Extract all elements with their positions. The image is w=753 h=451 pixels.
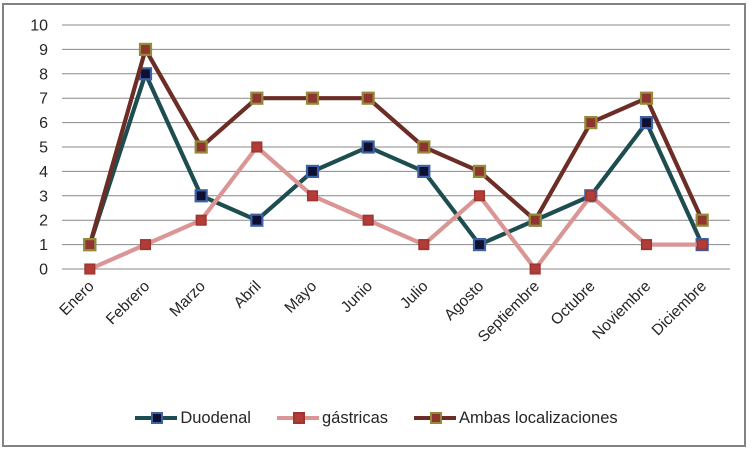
data-point-marker xyxy=(250,213,264,227)
data-point-marker xyxy=(84,263,96,275)
legend-swatch-ambas-icon xyxy=(414,411,456,425)
y-tick-label: 4 xyxy=(39,164,48,181)
data-point-marker xyxy=(251,141,263,153)
data-point-marker xyxy=(529,263,541,275)
data-point-marker xyxy=(417,140,431,154)
x-tick-label: Julio xyxy=(397,278,432,313)
legend-label-gastricas: gástricas xyxy=(321,408,388,427)
x-tick-label: Mayo xyxy=(282,278,321,317)
legend-swatch-gastricas-icon xyxy=(276,411,319,425)
data-point-marker xyxy=(528,213,542,227)
data-point-marker xyxy=(305,91,320,105)
x-tick-label: Enero xyxy=(56,278,97,319)
x-tick-label: Marzo xyxy=(167,278,209,320)
data-point-marker xyxy=(306,190,319,202)
data-point-marker xyxy=(695,213,709,227)
data-point-marker xyxy=(640,239,653,251)
data-point-marker xyxy=(639,115,654,130)
data-point-marker xyxy=(195,214,207,226)
y-tick-label: 5 xyxy=(39,140,48,157)
data-point-marker xyxy=(361,91,375,105)
y-tick-label: 7 xyxy=(39,91,48,108)
x-tick-label: Agosto xyxy=(441,278,487,324)
x-tick-label: Junio xyxy=(338,278,376,316)
data-point-marker xyxy=(361,140,375,154)
chart-legend: Duodenal gástricas Ambas localizaciones xyxy=(0,401,753,435)
data-point-marker xyxy=(83,238,97,252)
legend-item-duodenal: Duodenal xyxy=(135,409,251,428)
data-point-marker xyxy=(473,190,486,202)
legend-label-duodenal: Duodenal xyxy=(180,408,251,427)
x-tick-label: Noviembre xyxy=(589,278,654,343)
data-point-marker xyxy=(472,238,487,252)
y-tick-label: 10 xyxy=(30,18,48,35)
data-point-marker xyxy=(305,164,320,178)
y-tick-label: 2 xyxy=(39,213,48,230)
series-line-1 xyxy=(88,143,703,273)
data-point-marker xyxy=(418,239,430,251)
y-tick-label: 9 xyxy=(39,42,48,59)
series-line-2 xyxy=(87,44,705,246)
legend-item-ambas-localizaciones: Ambas localizaciones xyxy=(414,409,618,428)
data-point-marker xyxy=(138,42,153,57)
data-point-marker xyxy=(584,115,598,130)
data-point-marker xyxy=(362,214,374,226)
data-point-marker xyxy=(696,239,708,251)
y-tick-label: 0 xyxy=(39,262,48,279)
x-tick-label: Febrero xyxy=(103,278,153,328)
legend-swatch-duodenal-icon xyxy=(135,411,178,425)
chart-frame-border xyxy=(2,3,746,447)
data-point-marker xyxy=(585,190,597,202)
data-point-marker xyxy=(639,91,654,105)
x-tick-label: Abril xyxy=(231,278,265,312)
data-point-marker xyxy=(417,164,431,178)
data-point-marker xyxy=(194,189,208,203)
data-point-marker xyxy=(250,91,264,105)
y-tick-label: 8 xyxy=(39,66,48,83)
series-line-0 xyxy=(87,68,705,248)
x-tick-label: Octubre xyxy=(548,278,599,329)
legend-item-gastricas: gástricas xyxy=(276,408,388,428)
data-point-marker xyxy=(139,239,152,251)
data-point-marker xyxy=(194,140,208,154)
legend-label-ambas: Ambas localizaciones xyxy=(459,408,618,427)
y-tick-label: 6 xyxy=(39,115,48,132)
y-tick-label: 3 xyxy=(39,188,48,205)
data-point-marker xyxy=(472,164,487,178)
y-tick-label: 1 xyxy=(39,237,48,254)
x-tick-label: Diciembre xyxy=(649,278,710,339)
